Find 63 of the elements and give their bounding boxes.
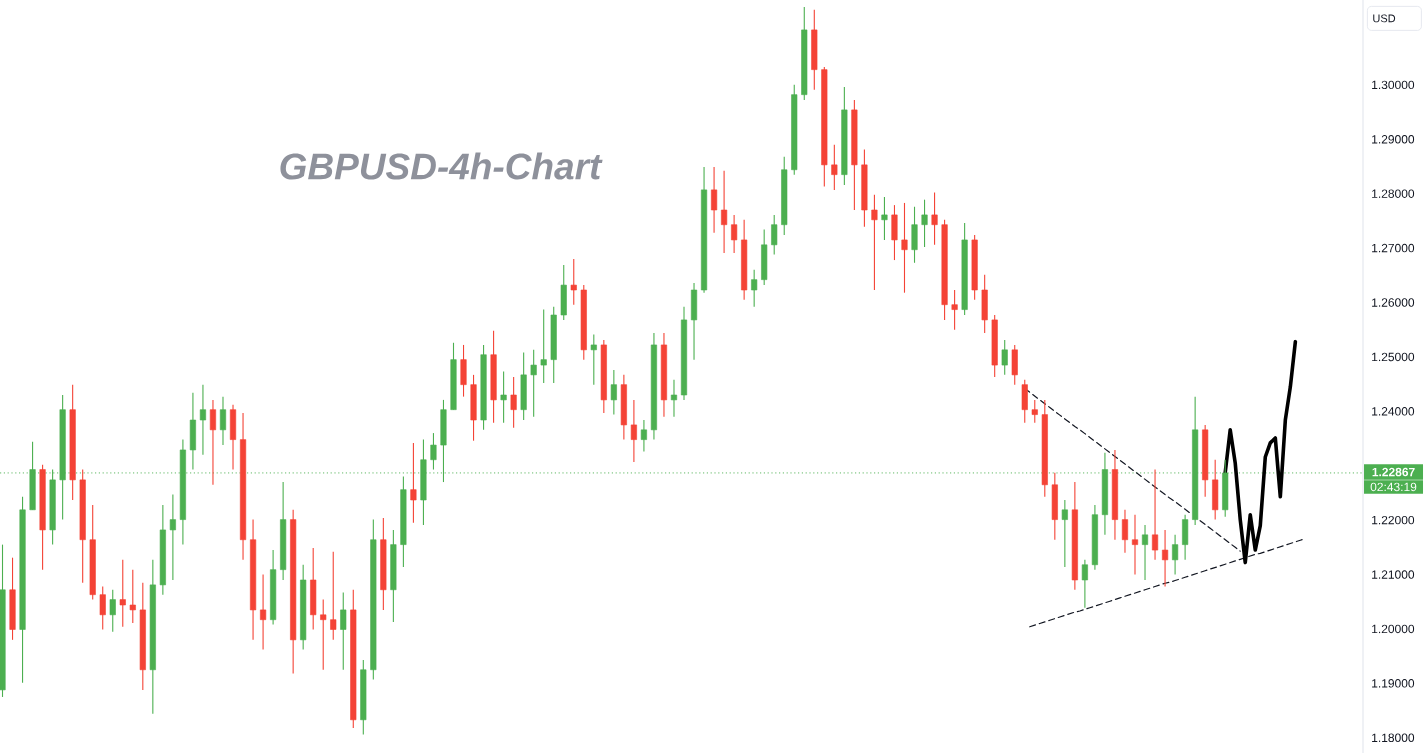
candlestick — [1172, 534, 1179, 576]
candlestick — [751, 269, 758, 308]
candlestick — [1061, 499, 1068, 568]
candlestick — [260, 573, 267, 651]
text: GBPUSD-4h-Chart — [280, 152, 603, 180]
y-tick-label: 1.19000 — [1372, 679, 1415, 688]
candlestick — [510, 376, 517, 429]
candlestick — [1141, 524, 1149, 581]
candlestick — [931, 192, 938, 246]
text: 02:43:19 — [1370, 482, 1417, 492]
candlestick — [590, 334, 597, 386]
candlestick — [871, 194, 878, 291]
candlestick — [540, 309, 547, 384]
candlestick — [711, 166, 718, 234]
y-tick-label: 1.20000 — [1372, 624, 1415, 634]
candlestick — [1031, 399, 1038, 424]
y-tick-label: 1.26000 — [1372, 298, 1415, 307]
candlestick — [129, 569, 136, 624]
y-tick-label: 1.29000 — [1372, 135, 1415, 144]
candlestick — [771, 214, 778, 256]
candlestick — [610, 369, 617, 416]
candlestick — [340, 591, 347, 671]
candlestick — [430, 432, 437, 471]
candlestick — [881, 196, 888, 241]
candlestick — [320, 599, 327, 671]
candlestick — [410, 442, 417, 524]
y-tick-label: 1.21000 — [1372, 570, 1415, 579]
candlestick — [1121, 509, 1129, 554]
candlestick — [1081, 559, 1088, 609]
candlestick — [330, 551, 337, 641]
candlestick — [109, 589, 116, 633]
candlestick — [169, 494, 176, 581]
candlestick — [209, 399, 217, 486]
candlestick — [670, 379, 678, 418]
candlestick — [570, 258, 577, 306]
candlestick — [921, 199, 928, 248]
candlestick — [1162, 529, 1169, 588]
y-tick-label: 1.28000 — [1372, 189, 1415, 198]
candlestick — [1001, 339, 1008, 376]
candlestick — [951, 289, 958, 331]
candlestick — [721, 170, 728, 254]
candlestick — [99, 585, 106, 631]
candlestick — [831, 144, 838, 191]
candlestick — [119, 559, 126, 628]
candlestick — [630, 399, 637, 463]
candlestick — [731, 214, 738, 254]
candlestick — [500, 371, 507, 424]
y-tick-label: 1.30000 — [1372, 80, 1415, 90]
y-tick-label: 1.24000 — [1372, 407, 1415, 416]
ref-line-label: 1.22867 — [1372, 467, 1415, 477]
line-series — [1223, 339, 1298, 565]
text: USD — [1373, 14, 1396, 23]
candlestick — [530, 349, 537, 418]
candlestick — [199, 384, 206, 456]
y-tick-label: 1.22000 — [1372, 515, 1415, 525]
candlestick — [640, 419, 647, 453]
y-tick-label: 1.18000 — [1372, 733, 1415, 743]
y-tick-label: 1.25000 — [1372, 352, 1415, 362]
candlestick — [219, 396, 227, 446]
y-tick-label: 1.27000 — [1372, 243, 1415, 253]
candlestick — [1151, 468, 1159, 561]
candlestick — [1131, 514, 1139, 576]
candlestick — [901, 202, 908, 294]
